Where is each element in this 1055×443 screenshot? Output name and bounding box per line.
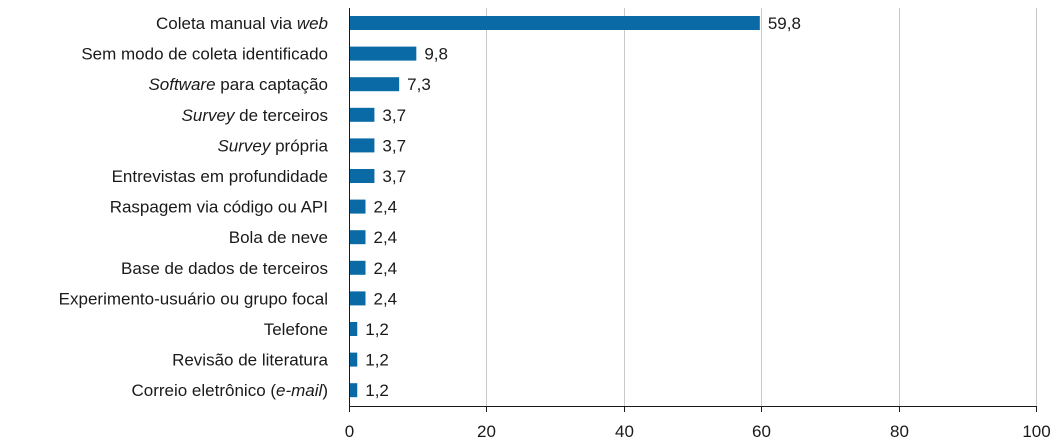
bar (349, 230, 366, 245)
value-labels: 59,89,87,33,73,73,72,42,42,42,41,21,21,2 (365, 14, 801, 400)
category-label: Survey própria (217, 136, 328, 155)
x-tick-label: 100 (1022, 422, 1050, 441)
category-label: Telefone (264, 320, 328, 339)
category-label: Bola de neve (229, 228, 328, 247)
bar (349, 169, 375, 183)
bar (349, 46, 417, 61)
x-tick-label: 80 (890, 422, 909, 441)
value-label: 3,7 (382, 106, 406, 125)
value-label: 1,2 (365, 351, 389, 370)
category-labels: Coleta manual via web Sem modo de coleta … (59, 14, 329, 400)
category-label: Coleta manual via web (156, 14, 328, 33)
category-label: Sem modo de coleta identificado (81, 45, 328, 64)
category-label: Correio eletrônico (e-mail) (131, 381, 328, 400)
category-label: Software para captação (148, 75, 328, 94)
x-tick-label: 20 (477, 422, 496, 441)
category-label: Survey de terceiros (182, 106, 328, 125)
category-label: Raspagem via código ou API (110, 198, 328, 217)
category-label: Entrevistas em profundidade (112, 167, 328, 186)
value-label: 1,2 (365, 320, 389, 339)
bar (349, 138, 375, 153)
x-tick-label: 40 (615, 422, 634, 441)
bar (349, 260, 366, 275)
value-label: 9,8 (424, 45, 448, 64)
value-label: 2,4 (373, 289, 397, 308)
category-label: Experimento-usuário ou grupo focal (59, 289, 328, 308)
bar (349, 77, 400, 92)
value-label: 2,4 (373, 228, 397, 247)
bar (349, 16, 760, 30)
bars (349, 16, 760, 398)
bar (349, 322, 358, 336)
category-label: Revisão de literatura (172, 351, 328, 370)
bar (349, 291, 366, 306)
value-label: 1,2 (365, 381, 389, 400)
bar (349, 352, 358, 367)
value-label: 3,7 (382, 136, 406, 155)
value-label: 2,4 (373, 259, 397, 278)
category-label: Base de dados de terceiros (121, 259, 328, 278)
x-tick-label: 60 (752, 422, 771, 441)
grid-lines (486, 8, 1037, 406)
value-label: 3,7 (382, 167, 406, 186)
x-tick-label: 0 (345, 422, 354, 441)
value-label: 59,8 (768, 14, 801, 33)
bar (349, 107, 375, 122)
bar (349, 199, 366, 214)
bar (349, 383, 358, 398)
value-label: 2,4 (373, 198, 397, 217)
value-label: 7,3 (407, 75, 431, 94)
x-axis: 0 20 40 60 80 100 (345, 8, 1051, 441)
